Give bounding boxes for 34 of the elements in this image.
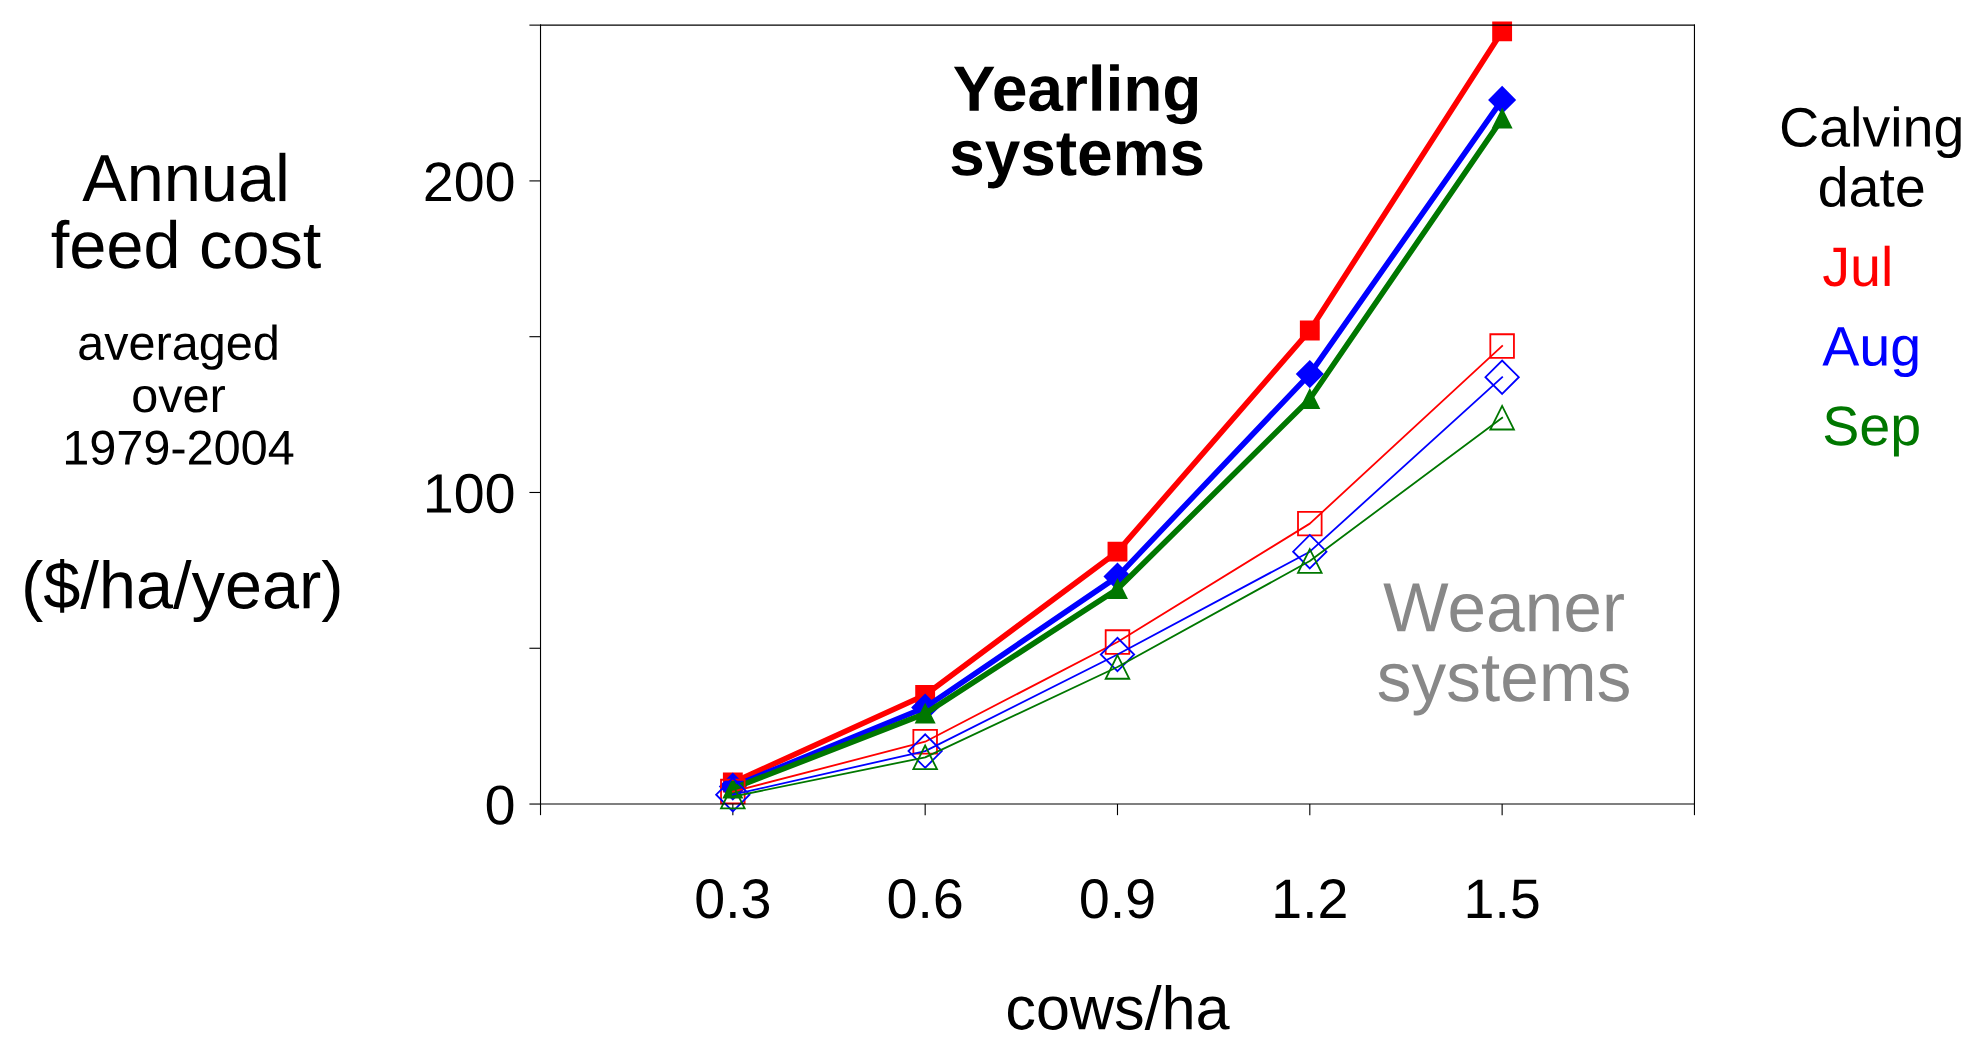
point xyxy=(1107,579,1128,599)
point xyxy=(1107,541,1128,562)
legend-title: Calving date xyxy=(1781,106,1961,207)
text: Jul xyxy=(1823,245,1890,287)
point xyxy=(1299,389,1320,409)
point xyxy=(715,777,751,813)
point xyxy=(907,733,943,769)
point xyxy=(1488,86,1516,114)
text: Aug xyxy=(1822,327,1918,378)
text: Yearling systems xyxy=(951,64,1203,189)
y-tick-label: 200 xyxy=(425,162,514,202)
y-tick-label: 100 xyxy=(427,473,514,514)
point xyxy=(1484,359,1520,395)
x-tick-label: 1.2 xyxy=(1275,879,1346,918)
y-axis-title: Annual feed cost xyxy=(51,152,321,269)
point xyxy=(1297,510,1323,537)
point xyxy=(1489,333,1515,359)
point xyxy=(1296,360,1324,388)
point xyxy=(1489,404,1515,431)
point xyxy=(1292,534,1328,570)
text: Sep xyxy=(1824,406,1919,457)
annotation: Weaner systems xyxy=(1378,583,1629,716)
point xyxy=(1099,636,1136,673)
x-tick-label: 0.6 xyxy=(888,879,962,919)
x-tick-label: 1.5 xyxy=(1467,879,1539,919)
x-tick-label: 0.9 xyxy=(1081,879,1154,919)
point xyxy=(1492,21,1513,42)
point xyxy=(1299,320,1320,341)
point xyxy=(1492,108,1513,129)
text: ($/ha/year) xyxy=(25,558,340,623)
y-tick-label: 0 xyxy=(486,785,514,825)
text: averaged over 1979-2004 xyxy=(65,324,294,465)
x-axis-title: cows/ha xyxy=(1008,985,1230,1030)
x-tick-label: 0.3 xyxy=(696,879,770,919)
